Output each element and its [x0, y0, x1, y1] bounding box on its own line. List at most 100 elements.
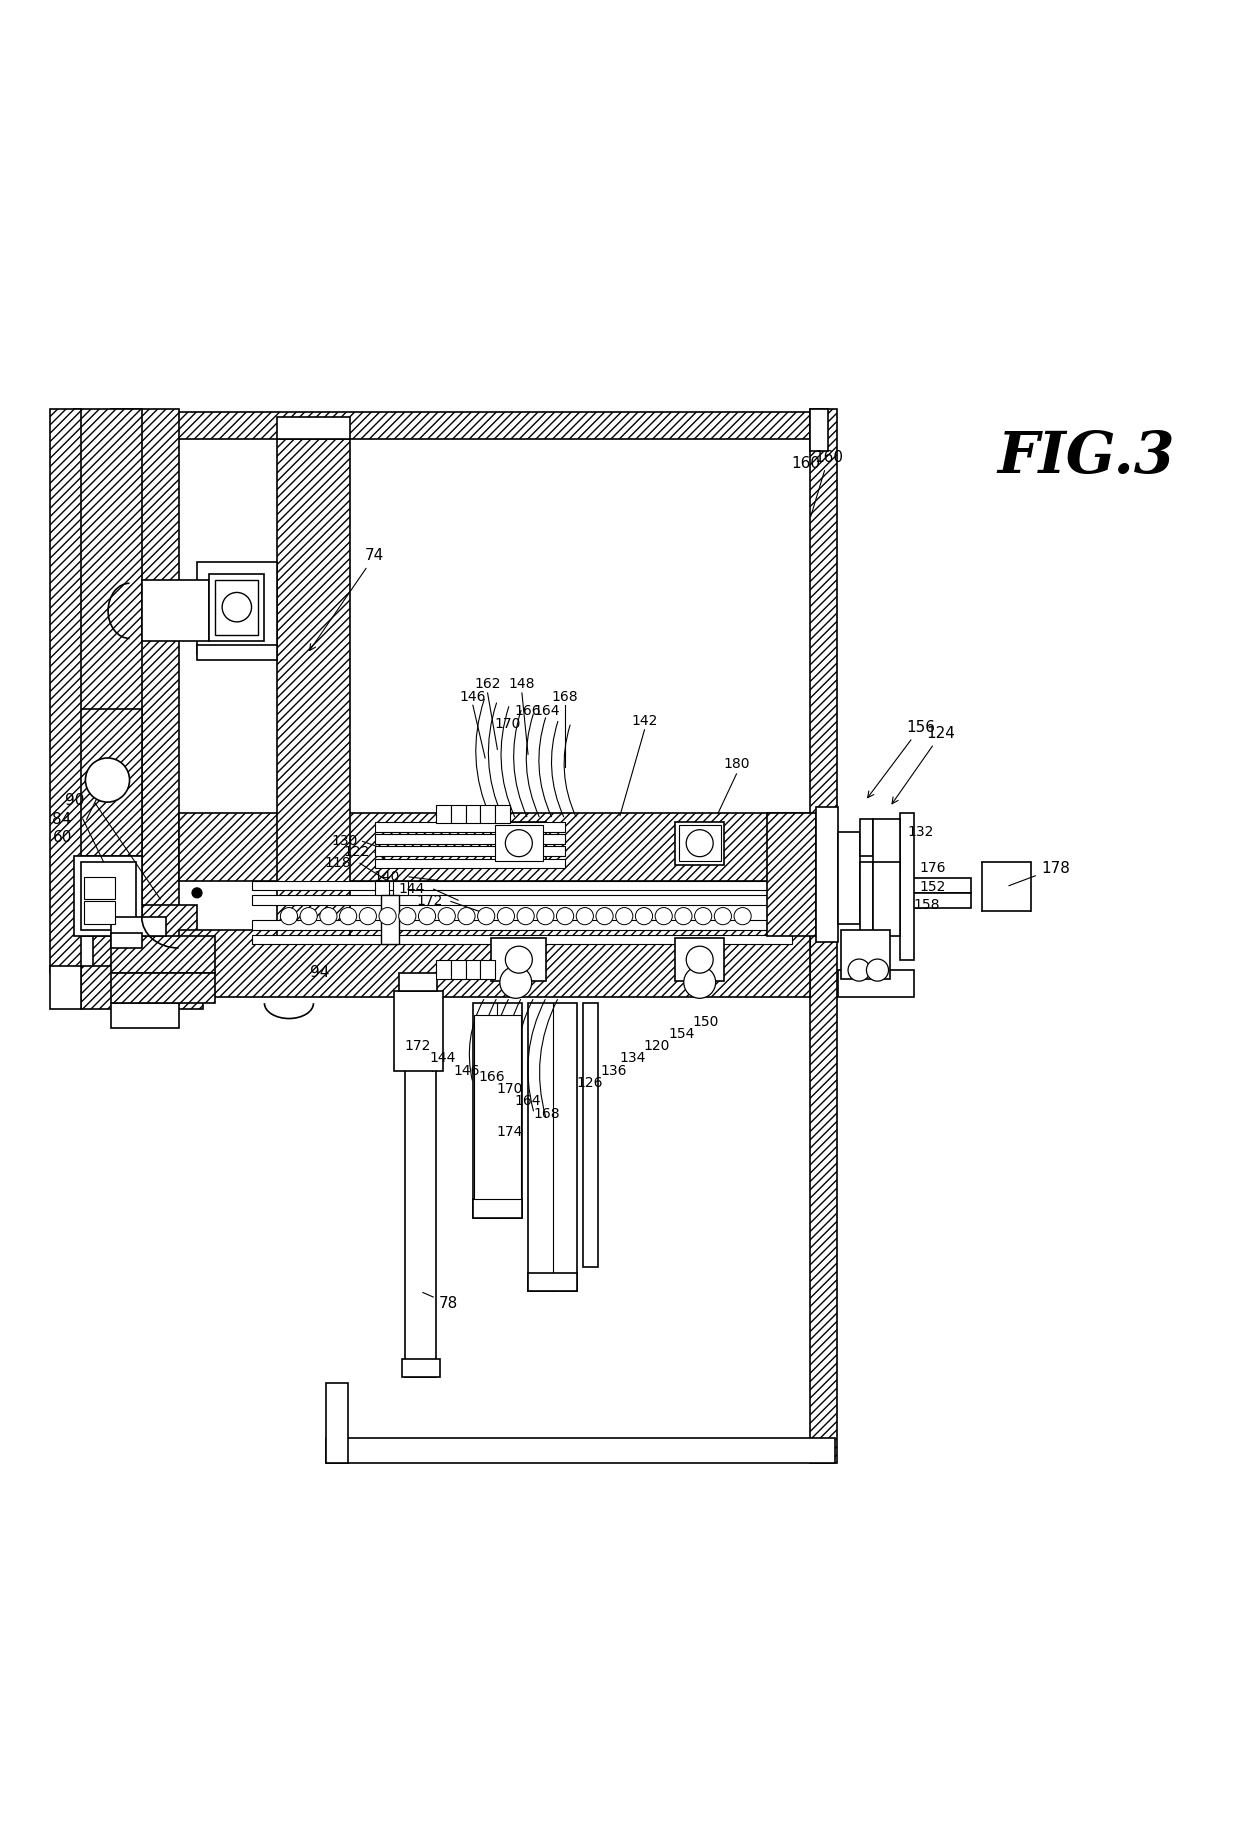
Text: 150: 150	[693, 1014, 719, 1029]
Circle shape	[418, 907, 435, 925]
Text: 152: 152	[920, 879, 946, 894]
Text: 118: 118	[325, 857, 351, 870]
Bar	[436, 805, 451, 824]
Bar	[495, 826, 543, 861]
Text: 60: 60	[52, 829, 72, 846]
Bar	[197, 645, 277, 659]
Bar	[841, 929, 890, 979]
Circle shape	[500, 966, 532, 997]
Circle shape	[86, 757, 129, 802]
Text: 74: 74	[310, 549, 384, 650]
Bar	[374, 859, 565, 868]
Circle shape	[675, 907, 692, 925]
Bar	[74, 408, 141, 936]
Text: 126: 126	[577, 1077, 603, 1090]
Circle shape	[340, 907, 357, 925]
Circle shape	[506, 946, 532, 973]
Text: 132: 132	[908, 824, 934, 839]
Circle shape	[655, 907, 672, 925]
Circle shape	[300, 907, 317, 925]
Bar	[399, 973, 438, 992]
Bar	[675, 938, 724, 981]
Bar	[480, 805, 495, 824]
Bar	[873, 863, 899, 936]
Text: 144: 144	[398, 883, 425, 896]
Bar	[491, 938, 547, 981]
Text: 154: 154	[668, 1027, 694, 1042]
Text: 168: 168	[533, 1106, 559, 1121]
Bar	[472, 1199, 522, 1217]
Bar	[474, 1016, 521, 1199]
Bar	[50, 966, 81, 1008]
Bar	[480, 960, 495, 979]
Circle shape	[714, 907, 732, 925]
Circle shape	[686, 946, 713, 973]
Circle shape	[616, 907, 632, 925]
Circle shape	[506, 829, 532, 857]
Text: 170: 170	[494, 717, 521, 731]
Circle shape	[192, 888, 202, 898]
Bar	[465, 805, 480, 824]
Circle shape	[497, 907, 515, 925]
Text: 144: 144	[429, 1051, 455, 1066]
Bar	[678, 826, 720, 861]
Bar	[528, 1273, 577, 1291]
Bar	[528, 1003, 577, 1291]
Bar	[402, 1359, 440, 1378]
Bar	[810, 408, 837, 1463]
Bar	[451, 960, 465, 979]
Circle shape	[280, 907, 298, 925]
Bar	[112, 973, 216, 1003]
Bar	[197, 561, 277, 654]
Bar	[112, 933, 141, 948]
Bar	[816, 807, 838, 942]
Text: 158: 158	[914, 898, 940, 912]
Circle shape	[577, 907, 594, 925]
Text: 94: 94	[310, 964, 330, 981]
Bar	[141, 580, 210, 641]
Text: 84: 84	[52, 813, 72, 827]
Bar	[277, 417, 350, 440]
Circle shape	[477, 907, 495, 925]
Text: 146: 146	[460, 689, 486, 704]
Bar	[81, 966, 203, 1008]
Bar	[112, 1003, 179, 1027]
Bar	[112, 918, 166, 936]
Bar	[838, 970, 914, 997]
Bar	[861, 877, 971, 892]
Bar	[84, 877, 115, 899]
Circle shape	[848, 959, 870, 981]
Bar	[179, 929, 810, 997]
Bar	[838, 831, 861, 924]
Circle shape	[734, 907, 751, 925]
Bar	[394, 992, 444, 1071]
Circle shape	[683, 966, 715, 997]
Bar	[861, 892, 971, 907]
Text: 90: 90	[64, 794, 84, 809]
Bar	[112, 412, 810, 440]
Text: 180: 180	[723, 757, 750, 770]
Text: 164: 164	[515, 1093, 542, 1108]
Circle shape	[360, 907, 377, 925]
Bar	[861, 863, 873, 936]
Text: 78: 78	[423, 1293, 458, 1311]
Bar	[374, 835, 565, 844]
Bar	[326, 1439, 835, 1463]
Text: 130: 130	[331, 835, 357, 848]
Text: 172: 172	[417, 894, 443, 909]
Text: 160: 160	[811, 451, 843, 515]
Bar	[436, 960, 451, 979]
Bar	[216, 580, 258, 635]
Circle shape	[537, 907, 554, 925]
Bar	[675, 822, 724, 864]
Bar	[277, 440, 350, 936]
Circle shape	[686, 829, 713, 857]
Text: FIG.3: FIG.3	[997, 429, 1174, 486]
Bar	[112, 408, 179, 948]
Text: 172: 172	[404, 1040, 430, 1053]
Bar	[74, 709, 141, 855]
Bar	[472, 1003, 522, 1217]
Text: 162: 162	[475, 678, 501, 691]
Bar	[810, 412, 828, 440]
Text: 140: 140	[373, 870, 401, 885]
